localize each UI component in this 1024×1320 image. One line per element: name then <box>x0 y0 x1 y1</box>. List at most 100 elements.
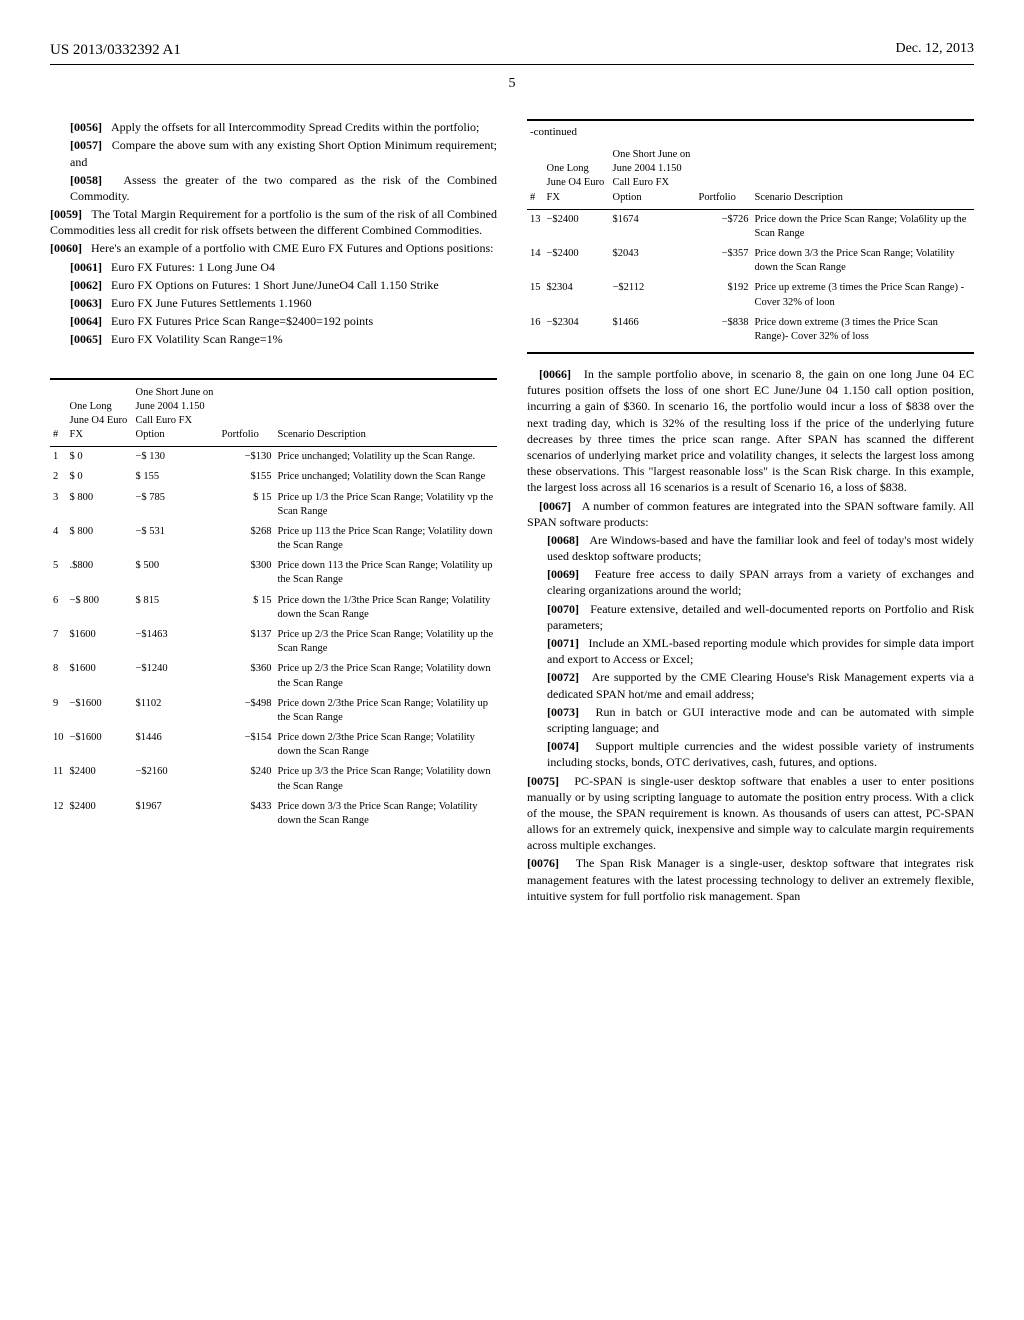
cell-desc: Price down 3/3 the Price Scan Range; Vol… <box>752 244 975 278</box>
cell-desc: Price up extreme (3 times the Price Scan… <box>752 278 975 312</box>
para-text: The Total Margin Requirement for a portf… <box>50 207 497 237</box>
cell-num: 14 <box>527 244 544 278</box>
cell-desc: Price down the 1/3the Price Scan Range; … <box>275 591 498 625</box>
th-num: # <box>527 144 544 209</box>
cell-short: $1674 <box>610 209 696 244</box>
left-column: [0056] Apply the offsets for all Interco… <box>50 119 497 906</box>
cell-long: −$2304 <box>544 313 610 353</box>
para-0059: [0059] The Total Margin Requirement for … <box>50 206 497 238</box>
cell-long: $ 0 <box>67 447 133 468</box>
cell-portfolio: $360 <box>219 659 275 693</box>
cell-long: −$2400 <box>544 209 610 244</box>
para-0063: [0063] Euro FX June Futures Settlements … <box>50 295 497 311</box>
table-row: 10−$1600$1446−$154Price down 2/3the Pric… <box>50 728 497 762</box>
cell-long: $ 0 <box>67 467 133 487</box>
para-text: Include an XML-based reporting module wh… <box>547 636 974 666</box>
para-text: In the sample portfolio above, in scenar… <box>527 367 974 494</box>
page-number: 5 <box>50 75 974 94</box>
table-row: 14−$2400$2043−$357Price down 3/3 the Pri… <box>527 244 974 278</box>
cell-portfolio: $268 <box>219 522 275 556</box>
para-text: Are supported by the CME Clearing House'… <box>547 670 974 700</box>
para-text: A number of common features are integrat… <box>527 499 974 529</box>
cell-portfolio: −$357 <box>696 244 752 278</box>
para-text: Support multiple currencies and the wide… <box>547 739 974 769</box>
para-0076: [0076] The Span Risk Manager is a single… <box>527 855 974 904</box>
para-text: Euro FX June Futures Settlements 1.1960 <box>111 296 312 310</box>
table-row: 15$2304−$2112$192Price up extreme (3 tim… <box>527 278 974 312</box>
cell-num: 11 <box>50 762 67 796</box>
para-text: Assess the greater of the two compared a… <box>70 173 497 203</box>
cell-long: $2400 <box>67 762 133 796</box>
cell-short: −$2112 <box>610 278 696 312</box>
cell-num: 4 <box>50 522 67 556</box>
document-date: Dec. 12, 2013 <box>895 40 974 60</box>
cell-long: −$1600 <box>67 728 133 762</box>
para-text: Compare the above sum with any existing … <box>70 138 497 168</box>
cell-num: 7 <box>50 625 67 659</box>
cell-desc: Price down 2/3the Price Scan Range; Vola… <box>275 694 498 728</box>
table-row: 9−$1600$1102−$498Price down 2/3the Price… <box>50 694 497 728</box>
cell-portfolio: −$498 <box>219 694 275 728</box>
para-0066: [0066] In the sample portfolio above, in… <box>527 366 974 496</box>
cell-num: 1 <box>50 447 67 468</box>
table-row: 4$ 800−$ 531$268Price up 113 the Price S… <box>50 522 497 556</box>
para-text: PC-SPAN is single-user desktop software … <box>527 774 974 853</box>
cell-num: 13 <box>527 209 544 244</box>
cell-num: 12 <box>50 797 67 831</box>
para-0067: [0067] A number of common features are i… <box>527 498 974 530</box>
para-0075: [0075] PC-SPAN is single-user desktop so… <box>527 773 974 854</box>
cell-num: 16 <box>527 313 544 353</box>
cell-desc: Price up 3/3 the Price Scan Range; Volat… <box>275 762 498 796</box>
th-desc: Scenario Description <box>275 379 498 447</box>
para-text: Are Windows-based and have the familiar … <box>547 533 974 563</box>
cell-short: −$ 785 <box>133 488 219 522</box>
cell-short: −$1240 <box>133 659 219 693</box>
cell-num: 5 <box>50 556 67 590</box>
cell-portfolio: $433 <box>219 797 275 831</box>
cell-num: 2 <box>50 467 67 487</box>
cell-num: 10 <box>50 728 67 762</box>
table-row: 8$1600−$1240$360Price up 2/3 the Price S… <box>50 659 497 693</box>
cell-long: −$1600 <box>67 694 133 728</box>
cell-desc: Price down 3/3 the Price Scan Range; Vol… <box>275 797 498 831</box>
cell-short: $ 500 <box>133 556 219 590</box>
cell-portfolio: −$838 <box>696 313 752 353</box>
document-number: US 2013/0332392 A1 <box>50 40 181 60</box>
cell-short: $1466 <box>610 313 696 353</box>
table-row: 1$ 0−$ 130−$130Price unchanged; Volatili… <box>50 447 497 468</box>
cell-short: −$1463 <box>133 625 219 659</box>
cell-short: −$ 130 <box>133 447 219 468</box>
para-0071: [0071] Include an XML-based reporting mo… <box>527 635 974 667</box>
cell-short: $ 155 <box>133 467 219 487</box>
cell-short: −$2160 <box>133 762 219 796</box>
th-short: One Short June on June 2004 1.150 Call E… <box>610 144 696 209</box>
cell-short: $ 815 <box>133 591 219 625</box>
cell-desc: Price down 2/3the Price Scan Range; Vola… <box>275 728 498 762</box>
cell-desc: Price unchanged; Volatility down the Sca… <box>275 467 498 487</box>
cell-portfolio: −$130 <box>219 447 275 468</box>
cell-long: .$800 <box>67 556 133 590</box>
cell-short: −$ 531 <box>133 522 219 556</box>
cell-short: $1446 <box>133 728 219 762</box>
cell-long: −$ 800 <box>67 591 133 625</box>
para-0073: [0073] Run in batch or GUI interactive m… <box>527 704 974 736</box>
table-row: 12$2400$1967$433Price down 3/3 the Price… <box>50 797 497 831</box>
th-long: One Long June O4 Euro FX <box>67 379 133 447</box>
para-0058: [0058] Assess the greater of the two com… <box>50 172 497 204</box>
para-text: Run in batch or GUI interactive mode and… <box>547 705 974 735</box>
para-0074: [0074] Support multiple currencies and t… <box>527 738 974 770</box>
para-text: Feature extensive, detailed and well-doc… <box>547 602 974 632</box>
para-0056: [0056] Apply the offsets for all Interco… <box>50 119 497 135</box>
cell-portfolio: $155 <box>219 467 275 487</box>
cell-long: −$2400 <box>544 244 610 278</box>
cell-desc: Price up 1/3 the Price Scan Range; Volat… <box>275 488 498 522</box>
para-0065: [0065] Euro FX Volatility Scan Range=1% <box>50 331 497 347</box>
cell-num: 15 <box>527 278 544 312</box>
cell-desc: Price unchanged; Volatility up the Scan … <box>275 447 498 468</box>
para-0060: [0060] Here's an example of a portfolio … <box>50 240 497 256</box>
cell-num: 3 <box>50 488 67 522</box>
cell-long: $1600 <box>67 659 133 693</box>
cell-portfolio: −$154 <box>219 728 275 762</box>
cell-short: $1967 <box>133 797 219 831</box>
para-text: Here's an example of a portfolio with CM… <box>91 241 493 255</box>
